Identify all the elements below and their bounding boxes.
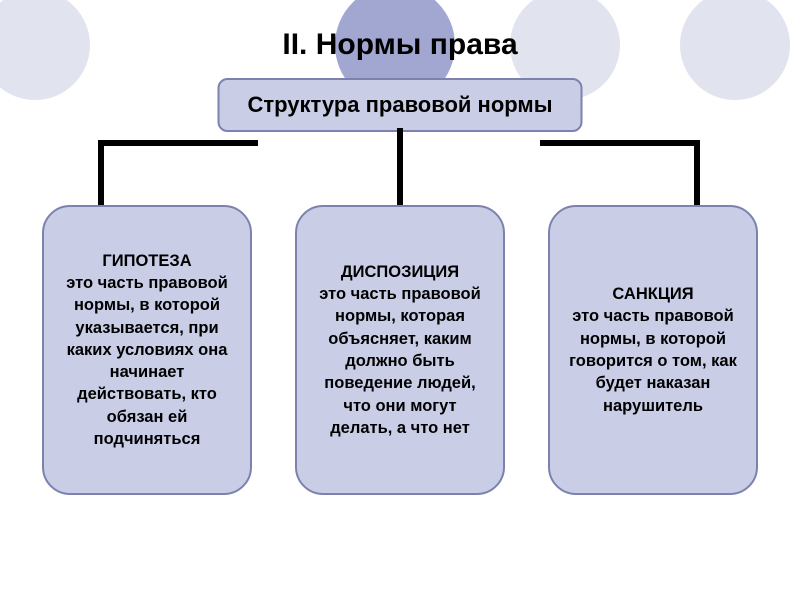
- card-hypothesis: ГИПОТЕЗА это часть правовой нормы, в кот…: [42, 205, 252, 495]
- connector-line: [694, 140, 700, 210]
- connector-line: [98, 140, 258, 146]
- card-disposition: ДИСПОЗИЦИЯ это часть правовой нормы, кот…: [295, 205, 505, 495]
- connector-line: [98, 140, 104, 210]
- connector-line: [540, 140, 700, 146]
- card-heading: САНКЦИЯ: [564, 283, 742, 305]
- card-heading: ГИПОТЕЗА: [58, 250, 236, 272]
- card-body: это часть правовой нормы, в которой указ…: [58, 272, 236, 450]
- card-heading: ДИСПОЗИЦИЯ: [311, 261, 489, 283]
- connector-line: [397, 128, 403, 208]
- card-body: это часть правовой нормы, в которой гово…: [564, 305, 742, 416]
- card-body: это часть правовой нормы, которая объясн…: [311, 283, 489, 439]
- card-sanction: САНКЦИЯ это часть правовой нормы, в кото…: [548, 205, 758, 495]
- root-node: Структура правовой нормы: [218, 78, 583, 132]
- page-title: II. Нормы права: [0, 28, 800, 62]
- root-label: Структура правовой нормы: [248, 92, 553, 117]
